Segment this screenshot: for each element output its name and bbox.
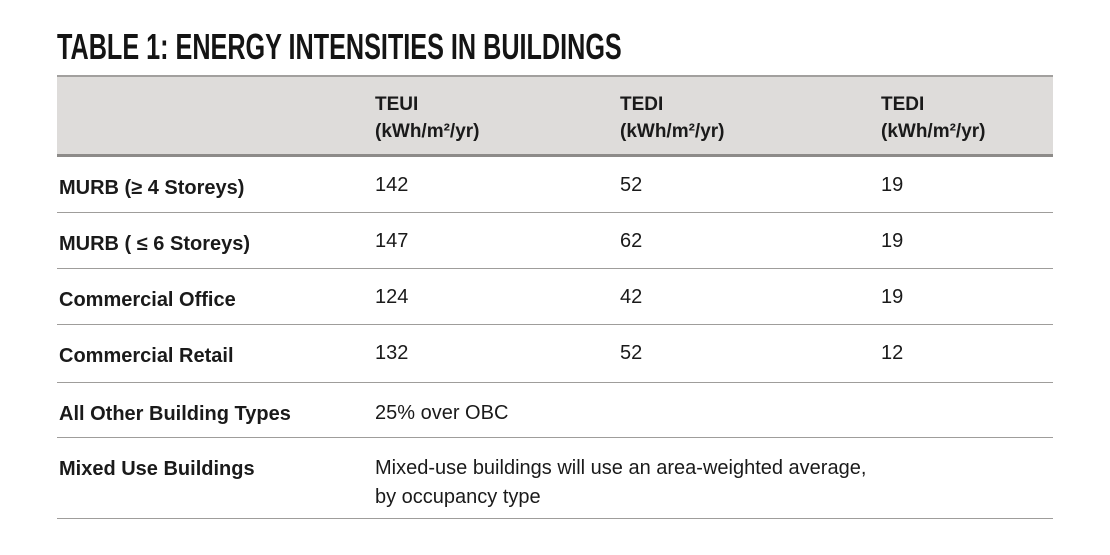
energy-intensities-table: TEUI (kWh/m²/yr) TEDI (kWh/m²/yr) TEDI (… [57, 75, 1053, 519]
teui-value: 124 [375, 286, 409, 308]
tedi-2-value: 19 [881, 230, 904, 252]
column-name: TEDI [881, 94, 925, 115]
row-label: Commercial Office [59, 289, 236, 311]
row-label: MURB ( ≤ 6 Storeys) [59, 233, 251, 255]
row-label: MURB (≥ 4 Storeys) [59, 177, 245, 199]
header-cell-teui: TEUI (kWh/m²/yr) [375, 77, 620, 154]
row-note: Mixed-use buildings will use an area-wei… [375, 457, 867, 508]
teui-value: 142 [375, 174, 409, 196]
tedi-2-value: 19 [881, 174, 904, 196]
tedi-value: 42 [620, 286, 643, 308]
column-unit: (kWh/m²/yr) [620, 121, 725, 142]
row-label: Commercial Retail [59, 345, 234, 367]
row-note: 25% over OBC [375, 402, 509, 424]
tedi-2-value: 12 [881, 342, 904, 364]
table-row-commercial-retail: Commercial Retail 132 52 12 [57, 325, 1053, 383]
table-row-murb-6-storeys: MURB ( ≤ 6 Storeys) 147 62 19 [57, 213, 1053, 269]
row-label: Mixed Use Buildings [59, 458, 255, 480]
table-header-row: TEUI (kWh/m²/yr) TEDI (kWh/m²/yr) TEDI (… [57, 75, 1053, 157]
column-name: TEUI [375, 94, 419, 115]
page-title: TABLE 1: ENERGY INTENSITIES IN BUILDINGS [57, 26, 622, 67]
table-row-murb-4-storeys: MURB (≥ 4 Storeys) 142 52 19 [57, 157, 1053, 213]
column-unit: (kWh/m²/yr) [375, 121, 480, 142]
table-row-mixed-use-buildings: Mixed Use Buildings Mixed-use buildings … [57, 438, 1053, 519]
header-cell-empty [57, 77, 375, 154]
teui-value: 132 [375, 342, 409, 364]
tedi-value: 62 [620, 230, 643, 252]
row-label: All Other Building Types [59, 403, 291, 425]
column-name: TEDI [620, 94, 664, 115]
tedi-value: 52 [620, 174, 643, 196]
table-row-commercial-office: Commercial Office 124 42 19 [57, 269, 1053, 325]
tedi-2-value: 19 [881, 286, 904, 308]
teui-value: 147 [375, 230, 409, 252]
table-row-all-other-building-types: All Other Building Types 25% over OBC [57, 383, 1053, 438]
tedi-value: 52 [620, 342, 643, 364]
column-unit: (kWh/m²/yr) [881, 121, 986, 142]
header-cell-tedi-2: TEDI (kWh/m²/yr) [881, 77, 1053, 154]
header-cell-tedi: TEDI (kWh/m²/yr) [620, 77, 881, 154]
